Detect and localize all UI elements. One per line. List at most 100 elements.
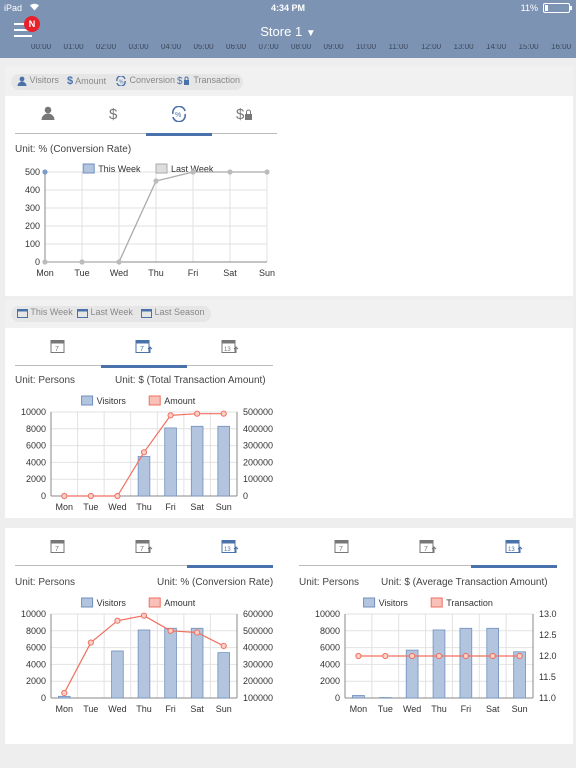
legend-transaction[interactable]: $ Transaction [177,75,241,87]
hour-label: 11:00 [388,44,408,51]
battery-percent: 11% [520,3,538,13]
tab-last-week[interactable]: 7 [385,530,471,566]
legend-swatch [148,597,161,608]
y-tick-label: 100 [25,239,40,249]
x-tick-label: Tue [83,502,98,512]
data-point-transaction [382,652,389,660]
bar-visitors [111,650,124,699]
legend-swatch [81,395,94,406]
legend-swatch [430,597,443,608]
legend-label: Transaction [446,598,493,608]
x-tick-label: Fri [461,704,472,714]
legend-swatch [148,395,161,406]
y-tick-label: 500 [25,167,40,177]
data-point-last-week [227,169,233,175]
data-point-amount [114,617,121,624]
x-tick-label: Thu [431,704,447,714]
y-tick-label: 8000 [26,626,46,636]
dollar-icon: $ [109,106,118,123]
tab-this-week[interactable]: 7 [299,530,385,566]
x-tick-label: Tue [83,704,98,714]
tab-transaction[interactable]: $ [212,98,277,134]
y-tick-label: 8000 [320,626,340,636]
x-tick-label: Wed [108,704,126,714]
carrier-label: iPad [4,3,23,13]
data-point-amount [87,492,94,500]
legend-label: Amount [164,396,196,406]
wifi-icon [29,2,40,13]
tab-conversion[interactable]: % [146,98,212,136]
x-tick-label: Thu [148,268,164,278]
y-tick-label: 0 [35,257,40,267]
svg-text:13: 13 [224,547,231,553]
notification-badge[interactable]: N [24,16,40,32]
data-point-transaction [435,652,443,660]
tab-amount[interactable]: $ [81,98,146,134]
tab-this-week[interactable]: 7 [15,330,101,366]
bar-visitors [58,695,71,699]
hour-label: 03:00 [128,44,149,51]
tab-visitors[interactable] [15,98,81,134]
visitors-amount-chart: 0 2000 4000 6000 8000 10000 Mon Tue Wed Thu Fri Sat… [21,395,273,512]
chevron-down-icon: ▼ [305,28,316,39]
bar-visitors [432,629,446,699]
season-panel: 7 7 13 Unit: Persons Unit: % (Conversion… [5,528,573,744]
svg-text:$: $ [109,106,118,122]
bar-visitors [352,695,365,699]
unit-left-label: Unit: Persons [15,375,76,386]
y2-tick-label: 500000 [243,407,273,417]
calendar-week-icon: 7 [419,540,437,553]
x-tick-label: Mon [56,704,74,714]
legend-last-week[interactable]: Last Week [77,307,133,318]
hamburger-menu-button[interactable] [14,23,32,37]
legend-label: This Week [98,164,141,174]
y-tick-label: 2000 [320,676,340,686]
data-point-amount [167,412,174,419]
y2-tick-label: 200000 [243,676,273,686]
person-icon [41,106,55,120]
legend-visitors[interactable]: Visitors [17,75,59,86]
legend-swatch [155,163,168,174]
hour-label: 16:00 [551,44,572,51]
legend-label: Last Week [171,164,214,174]
legend-swatch [81,597,94,608]
data-point-last-week [264,169,270,175]
legend-conversion[interactable]: % Conversion [115,74,175,87]
data-point-last-week [153,178,159,184]
tab-last-season[interactable]: 13 [187,530,273,568]
data-point-amount [220,410,227,417]
store-title-label: Store 1 [260,24,303,39]
tab-last-week[interactable]: 7 [101,330,187,368]
tab-last-season[interactable]: 13 [187,330,273,366]
svg-text:7: 7 [339,546,343,553]
conversion-icon: % [116,74,126,87]
x-tick-label: Thu [136,502,152,512]
bar-visitors [217,425,230,497]
y2-tick-label: 0 [243,491,248,501]
legend-swatch [82,163,95,174]
store-selector[interactable]: Store 1 ▼ [0,24,576,39]
y-tick-label: 2000 [26,676,46,686]
tab-last-season[interactable]: 13 [471,530,557,568]
data-point-amount [167,627,174,634]
bar-visitors [190,627,204,699]
legend-last-season[interactable]: Last Season [141,307,205,318]
tab-last-week[interactable]: 7 [101,530,187,566]
bar-visitors [164,427,177,497]
x-tick-label: Tue [74,268,89,278]
y-tick-label: 400 [25,185,40,195]
hour-label: 10:00 [356,44,377,51]
unit-right-label: Unit: $ (Total Transaction Amount) [115,375,266,386]
legend-this-week[interactable]: This Week [17,307,73,318]
svg-text:7: 7 [55,546,59,553]
calendar-season-icon: 13 [221,540,239,553]
period-legend-bar: This Week Last Week Last Season [5,300,573,328]
svg-text:7: 7 [55,346,59,353]
bar-visitors [164,627,177,699]
bar-visitors [486,627,500,699]
x-tick-label: Sun [216,502,232,512]
legend-amount[interactable]: $ Amount [67,75,107,87]
x-tick-label: Sat [190,502,204,512]
tab-this-week[interactable]: 7 [15,530,101,566]
x-tick-label: Mon [350,704,368,714]
